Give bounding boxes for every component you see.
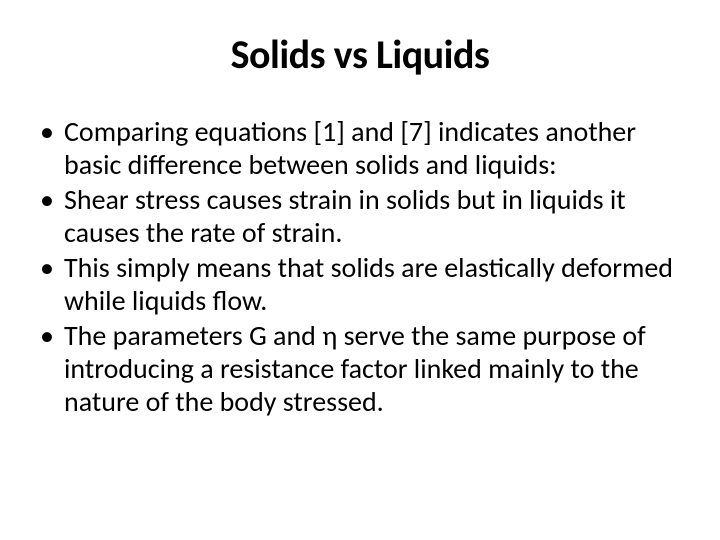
bullet-list: Comparing equations [1] and [7] indicate… xyxy=(28,115,692,418)
list-item: This simply means that solids are elasti… xyxy=(64,251,692,317)
bullet-text: This simply means that solids are elasti… xyxy=(64,250,673,318)
bullet-text: Shear stress causes strain in solids but… xyxy=(64,182,626,250)
list-item: The parameters G and η serve the same pu… xyxy=(64,319,692,418)
bullet-text: Comparing equations [1] and [7] indicate… xyxy=(64,114,636,182)
bullet-text: The parameters G and η serve the same pu… xyxy=(64,318,646,419)
slide-title: Solids vs Liquids xyxy=(28,30,692,79)
list-item: Shear stress causes strain in solids but… xyxy=(64,183,692,249)
list-item: Comparing equations [1] and [7] indicate… xyxy=(64,115,692,181)
